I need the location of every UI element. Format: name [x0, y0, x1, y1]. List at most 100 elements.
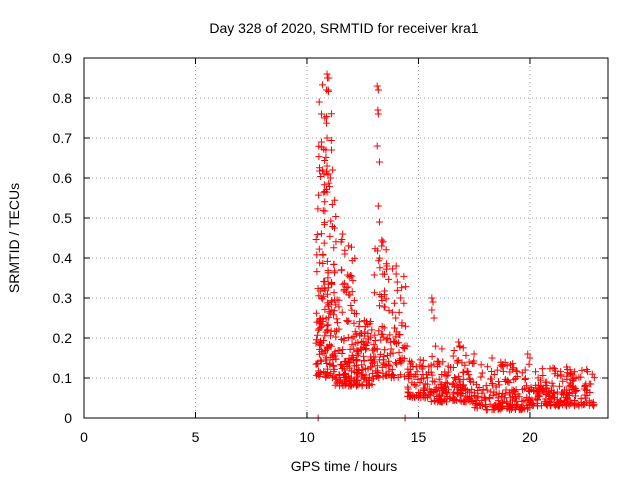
data-point — [388, 366, 396, 374]
data-point — [341, 370, 349, 378]
y-tick-label: 0.1 — [53, 370, 73, 386]
data-point — [581, 400, 589, 408]
data-point — [327, 342, 335, 350]
data-point — [386, 331, 394, 339]
data-point — [543, 385, 551, 393]
data-point — [325, 308, 333, 316]
data-point — [374, 110, 382, 118]
data-point — [554, 372, 562, 380]
data-point — [389, 265, 397, 273]
data-point — [317, 337, 325, 345]
data-point — [319, 207, 327, 215]
data-point — [479, 385, 487, 393]
data-point — [354, 380, 362, 388]
data-point — [375, 158, 383, 166]
data-point — [316, 259, 324, 267]
data-point — [373, 362, 381, 370]
data-point — [320, 221, 328, 229]
data-point — [352, 330, 360, 338]
data-point — [489, 381, 497, 389]
data-point — [474, 392, 482, 400]
data-point — [371, 245, 379, 253]
data-point — [355, 322, 363, 330]
data-point — [320, 181, 328, 189]
data-point — [512, 367, 520, 375]
data-point — [326, 360, 334, 368]
data-point — [435, 375, 443, 383]
data-point — [557, 368, 565, 376]
data-point — [319, 292, 327, 300]
data-point — [382, 260, 390, 268]
data-point — [528, 401, 536, 409]
data-point — [462, 392, 470, 400]
data-point — [330, 260, 338, 268]
data-point — [329, 166, 337, 174]
data-point — [405, 375, 413, 383]
data-point — [338, 365, 346, 373]
data-point — [315, 367, 323, 375]
data-point — [525, 360, 533, 368]
data-point — [460, 368, 468, 376]
data-point — [335, 296, 343, 304]
data-point — [344, 271, 352, 279]
data-point — [464, 368, 472, 376]
data-point — [368, 375, 376, 383]
data-point — [451, 383, 459, 391]
data-point — [324, 290, 332, 298]
data-point — [315, 98, 323, 106]
y-tick-label: 0 — [64, 410, 72, 426]
data-point — [330, 269, 338, 277]
data-point — [418, 365, 426, 373]
data-point — [358, 330, 366, 337]
data-point — [515, 393, 523, 401]
data-point — [413, 368, 421, 376]
data-point — [315, 191, 323, 199]
data-point — [321, 198, 329, 206]
data-point — [446, 395, 454, 403]
data-point — [498, 363, 506, 371]
data-point — [571, 368, 579, 376]
data-point — [567, 371, 575, 379]
data-point — [323, 326, 331, 334]
data-point — [487, 388, 495, 396]
data-point — [459, 344, 467, 352]
x-tick-label: 0 — [80, 429, 88, 445]
data-point — [426, 392, 434, 400]
y-tick-label: 0.4 — [53, 250, 73, 266]
data-point — [326, 309, 334, 317]
data-point — [534, 402, 542, 410]
data-point — [364, 339, 372, 347]
data-point — [319, 259, 327, 267]
data-point — [482, 382, 490, 390]
data-point — [323, 257, 331, 265]
data-point — [474, 386, 482, 394]
data-point — [416, 356, 424, 364]
data-point — [373, 372, 381, 380]
data-point — [353, 376, 361, 384]
chart-title: Day 328 of 2020, SRMTID for receiver kra… — [209, 20, 478, 36]
data-point — [397, 294, 405, 302]
data-point — [481, 394, 489, 402]
data-point — [395, 348, 403, 356]
data-point — [435, 384, 443, 392]
data-point — [318, 347, 326, 355]
data-point — [335, 303, 343, 311]
data-point — [341, 250, 349, 258]
data-point — [341, 279, 349, 287]
data-point — [315, 245, 323, 253]
data-point — [331, 196, 339, 204]
data-point — [359, 337, 367, 345]
data-point — [381, 270, 389, 278]
data-point — [390, 324, 398, 332]
y-axis-label: SRMTID / TECUs — [6, 183, 22, 293]
data-point — [318, 284, 326, 292]
data-point — [315, 153, 323, 161]
data-point — [348, 341, 356, 349]
data-point — [368, 363, 376, 371]
data-point — [321, 305, 329, 313]
data-point — [382, 295, 390, 303]
data-point — [391, 359, 399, 367]
data-point — [549, 390, 557, 398]
data-point — [373, 82, 381, 90]
data-point — [398, 284, 406, 292]
